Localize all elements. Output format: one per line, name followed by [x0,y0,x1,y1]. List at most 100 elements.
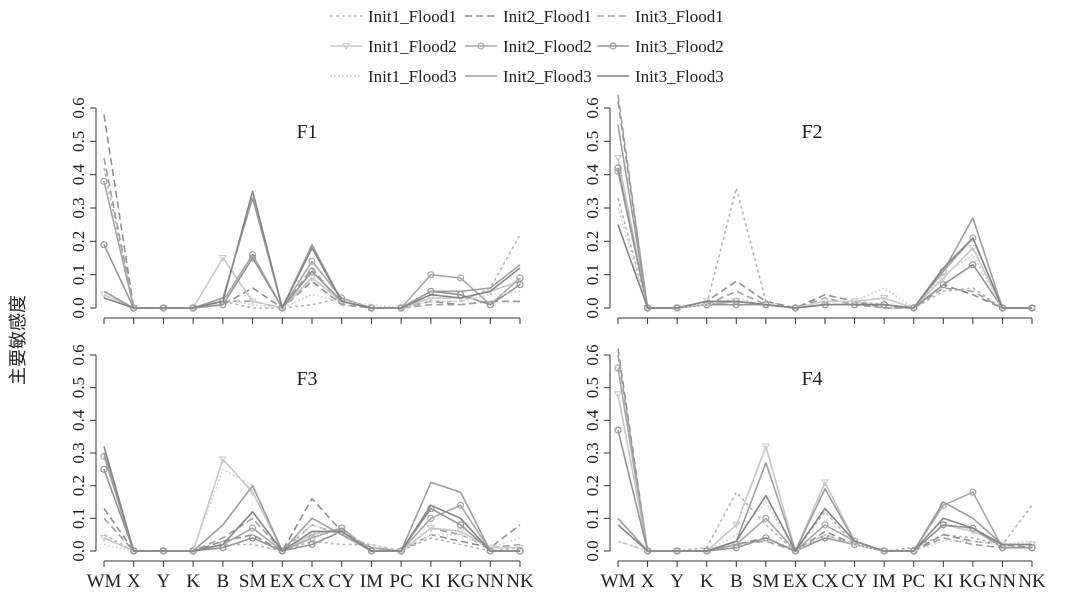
data-point [968,245,977,252]
legend-label: Init3_Flood1 [635,7,724,26]
data-point [614,364,622,372]
y-tick-label: 0.2 [69,475,88,496]
x-tick-label: EX [783,571,809,592]
data-point [761,443,770,451]
series-init2-flood1 [617,101,1032,309]
x-tick-label: PC [390,571,413,592]
series-line [617,494,1032,552]
data-point [613,155,623,162]
y-tick-label: 0.5 [583,131,602,152]
x-tick-label: Y [670,571,684,592]
series-init1-flood3 [617,207,1032,309]
panel-title: F3 [296,368,317,390]
panel-f3: 0.0 0.1 0.2 0.3 0.4 0.5 0.6 WM X Y K B SM EX CX CY IM PC K… [69,344,534,592]
legend-entry: Init3_Flood3 [597,67,724,86]
x-tick-label: X [641,571,655,592]
y-tick-label: 0.5 [583,377,602,398]
x-tick-label: KG [447,571,475,592]
y-tick-label: 0.0 [583,297,602,318]
x-tick-label: WM [601,571,636,592]
y-tick-label: 0.3 [583,197,602,218]
data-point [248,254,257,262]
y-tick-label: 0.1 [69,264,88,285]
series-line [103,257,521,309]
y-tick-label: 0.5 [69,131,88,152]
series-init3-flood3 [617,494,1032,552]
y-tick-label: 0.6 [583,344,602,365]
data-point [969,261,977,269]
panel-title: F1 [296,121,317,143]
series-line [617,187,1032,309]
legend: Init1_Flood1 Init2_Flood1 Init3_Flood1 Init… [330,7,724,86]
panel-title: F2 [801,121,822,143]
y-tick-label: 0.1 [583,264,602,285]
data-point [427,271,435,279]
y-tick-label: 0.2 [583,475,602,496]
x-tick-label: NN [477,571,505,592]
series-line [103,468,521,552]
panel-f2: 0.0 0.1 0.2 0.3 0.4 0.5 0.6 F2 [583,94,1037,324]
series-line [617,501,1033,552]
y-tick-label: 0.4 [583,164,602,186]
series-init1-flood1 [103,167,521,309]
data-point [456,521,465,529]
panel-f4: 0.0 0.1 0.2 0.3 0.4 0.5 0.6 WM X Y K B SM EX CX CY IM PC K… [583,344,1046,592]
panels: 0.00.10.20.30.40.50.6F10.00.10.20.30.40.… [69,94,1046,592]
series-init2-flood1 [617,348,1033,552]
legend-entry: Init2_Flood2 [465,37,592,56]
legend-entry: Init1_Flood3 [330,67,457,86]
x-tick-label: X [127,571,141,592]
data-point [614,164,622,172]
y-tick-label: 0.5 [69,377,88,398]
data-point [732,521,741,529]
legend-label: Init1_Flood3 [368,67,457,86]
legend-label: Init2_Flood3 [503,67,592,86]
series-line [617,367,1032,552]
data-point [248,534,257,542]
legend-entry: Init1_Flood2 [330,37,457,56]
data-point [613,391,623,399]
data-point [218,456,227,464]
y-tick-label: 0.6 [583,97,602,118]
data-point [456,528,465,536]
series-line [617,157,1032,309]
y-tick-label: 0.0 [583,540,602,561]
data-point [969,524,977,532]
data-point [732,544,740,552]
x-tick-label: NN [989,571,1017,592]
y-tick-label: 0.6 [69,97,88,118]
data-point [100,177,108,185]
y-tick-label: 0.1 [69,508,88,529]
x-tick-label: KI [933,571,953,592]
data-point [969,234,977,242]
x-tick-label: EX [270,571,296,592]
x-tick-label: NK [1018,571,1046,592]
legend-entry: Init3_Flood1 [597,7,724,26]
series-line [617,94,1032,309]
x-tick-label: K [186,571,200,592]
series-line [103,197,521,309]
series-init1-flood3 [103,468,521,552]
series-init2-flood3 [617,124,1032,309]
series-init2-flood3 [103,452,520,552]
data-point [248,489,257,497]
data-point [791,547,800,555]
data-point [939,521,947,529]
data-point [939,281,947,289]
data-point [969,488,977,496]
data-point [614,426,622,434]
data-point [278,547,286,555]
series-init3-flood1 [617,94,1032,309]
x-tick-label: CY [841,571,868,592]
series-line [617,224,1032,309]
x-tick-label: CY [329,571,356,592]
series-line [617,207,1032,309]
data-point [486,301,494,309]
series-init1-flood1 [617,187,1032,309]
series-init2-flood3 [103,197,521,309]
series-line [103,157,520,309]
x-tick-label: PC [902,571,925,592]
series-line [103,446,520,552]
data-point [427,514,435,522]
x-tick-label: B [217,571,230,592]
